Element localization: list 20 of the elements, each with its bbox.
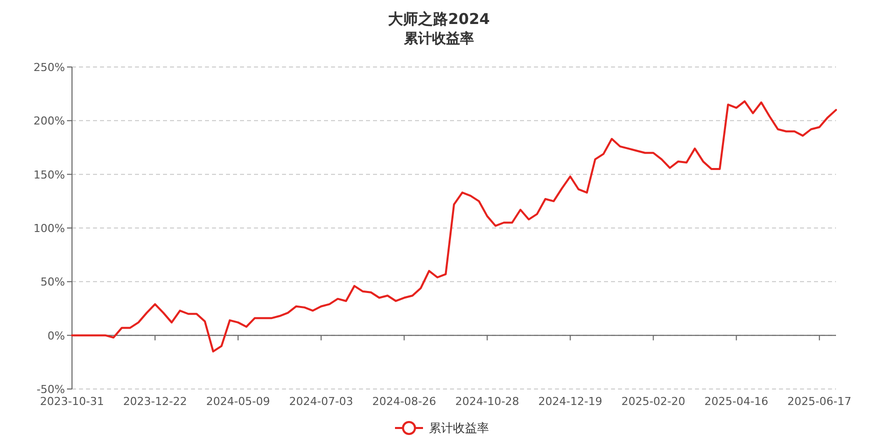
legend-label: 累计收益率 bbox=[429, 421, 489, 435]
y-tick-label: -50% bbox=[36, 383, 65, 396]
x-tick-label: 2024-08-26 bbox=[372, 395, 436, 408]
x-tick-label: 2023-12-22 bbox=[123, 395, 188, 408]
y-tick-label: 50% bbox=[40, 276, 65, 289]
x-tick-label: 2024-07-03 bbox=[289, 395, 354, 408]
y-tick-label: 100% bbox=[34, 222, 65, 235]
x-tick-label: 2024-05-09 bbox=[206, 395, 270, 408]
y-tick-label: 150% bbox=[34, 168, 65, 182]
chart-subtitle: 累计收益率 bbox=[403, 30, 474, 47]
y-tick-label: 200% bbox=[34, 114, 65, 128]
x-tick-label: 2025-06-17 bbox=[787, 395, 852, 408]
x-tick-label: 2025-02-20 bbox=[621, 395, 686, 408]
y-tick-label: 0% bbox=[48, 329, 65, 342]
chart-title: 大师之路2024 bbox=[388, 10, 490, 28]
x-tick-label: 2023-10-31 bbox=[40, 395, 104, 408]
x-tick-label: 2024-10-28 bbox=[455, 395, 520, 408]
x-tick-label: 2024-12-19 bbox=[538, 395, 602, 408]
x-tick-label: 2025-04-16 bbox=[704, 395, 768, 408]
y-tick-label: 250% bbox=[34, 61, 65, 74]
